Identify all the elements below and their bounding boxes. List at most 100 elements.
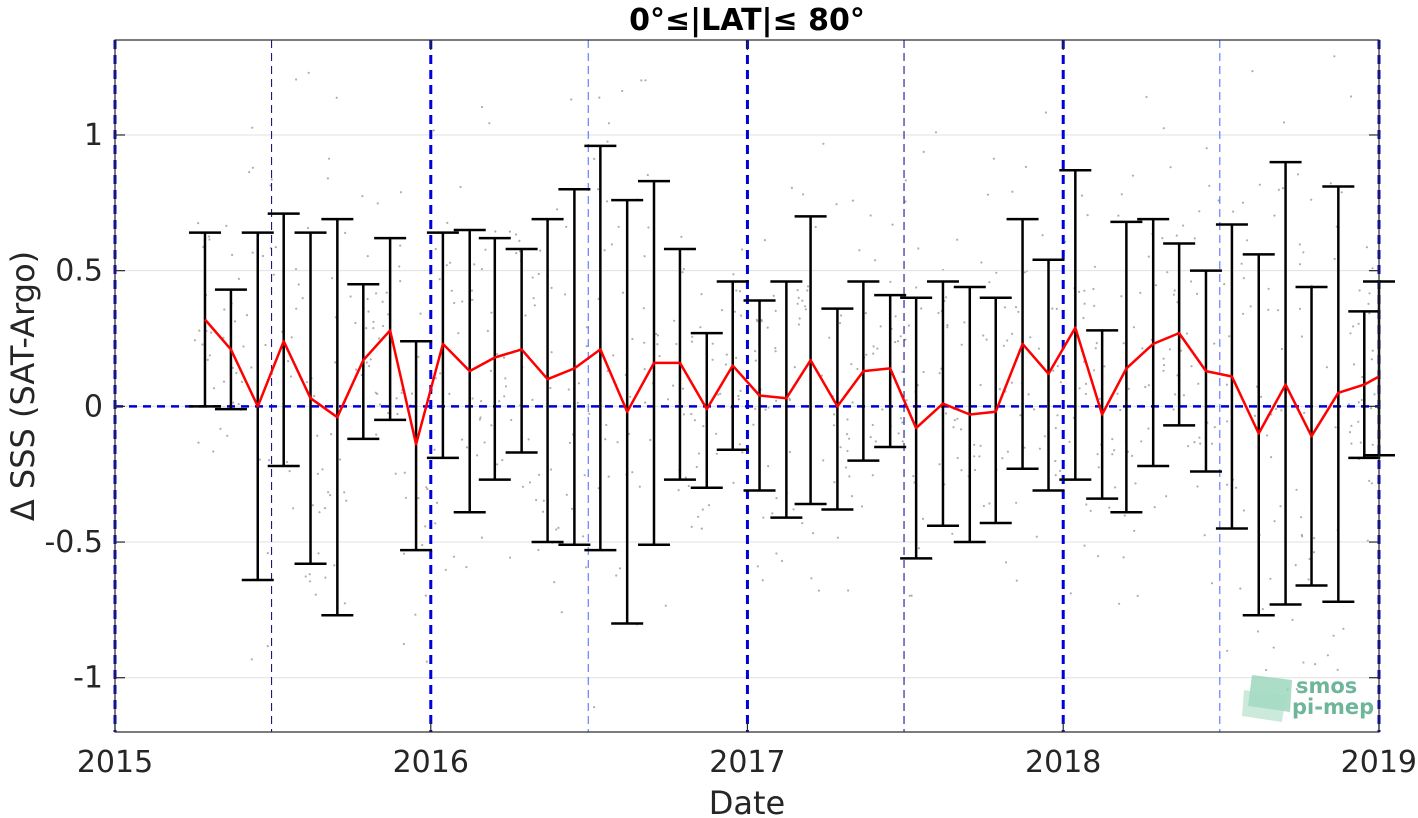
scatter-point xyxy=(700,293,703,296)
scatter-point xyxy=(266,645,269,648)
scatter-point xyxy=(1358,289,1361,292)
scatter-point xyxy=(1223,283,1226,286)
scatter-point xyxy=(1162,369,1165,372)
scatter-point xyxy=(735,356,738,359)
scatter-point xyxy=(577,382,581,385)
scatter-point xyxy=(771,512,774,515)
scatter-point xyxy=(1294,564,1297,567)
scatter-point xyxy=(874,259,877,262)
scatter-point xyxy=(774,347,777,350)
scatter-point xyxy=(681,387,685,390)
scatter-point xyxy=(1001,457,1004,460)
scatter-point xyxy=(655,332,658,336)
logo-line-2: pi-mep xyxy=(1292,695,1374,719)
scatter-point xyxy=(1360,398,1363,402)
scatter-point xyxy=(1325,366,1328,369)
scatter-point xyxy=(434,522,437,525)
error-bar xyxy=(267,212,300,468)
scatter-point xyxy=(691,335,694,338)
scatter-point xyxy=(1059,469,1062,472)
scatter-point xyxy=(850,495,854,498)
scatter-point xyxy=(615,574,618,577)
scatter-point xyxy=(986,193,990,196)
scatter-point xyxy=(541,510,545,513)
scatter-point xyxy=(394,472,397,475)
scatter-point xyxy=(1190,280,1193,283)
scatter-point xyxy=(518,239,521,242)
scatter-point xyxy=(901,440,904,443)
scatter-point xyxy=(1210,582,1214,585)
scatter-point xyxy=(917,547,921,550)
scatter-point xyxy=(838,322,842,325)
scatter-point xyxy=(797,323,801,326)
error-bar xyxy=(374,236,407,422)
scatter-point xyxy=(1187,445,1190,448)
scatter-point xyxy=(1080,194,1084,197)
scatter-point xyxy=(1097,555,1100,558)
scatter-point xyxy=(810,577,813,580)
scatter-point xyxy=(1266,434,1269,437)
scatter-point xyxy=(1256,630,1260,633)
scatter-point xyxy=(567,388,570,391)
scatter-point xyxy=(1029,336,1032,339)
scatter-point xyxy=(946,326,949,329)
scatter-point xyxy=(399,244,402,247)
scatter-point xyxy=(1357,401,1360,404)
scatter-point xyxy=(1340,191,1343,194)
y-axis-label: Δ SSS (SAT-Argo) xyxy=(4,251,42,521)
scatter-point xyxy=(1153,506,1156,509)
scatter-point xyxy=(640,79,643,82)
scatter-point xyxy=(585,566,588,569)
scatter-point xyxy=(904,338,907,341)
scatter-point xyxy=(387,313,390,316)
scatter-point xyxy=(369,358,372,361)
scatter-point xyxy=(871,423,874,427)
x-tick-label: 2017 xyxy=(709,745,785,780)
scatter-point xyxy=(869,436,872,439)
scatter-point xyxy=(605,423,608,427)
scatter-point xyxy=(737,398,740,401)
scatter-point xyxy=(922,150,925,153)
scatter-point xyxy=(404,496,408,499)
scatter-point xyxy=(1198,210,1201,213)
scatter-point xyxy=(1038,447,1041,450)
scatter-point xyxy=(995,271,998,274)
scatter-point xyxy=(250,366,253,369)
scatter-point xyxy=(973,443,976,446)
scatter-point xyxy=(1208,184,1211,187)
scatter-point xyxy=(576,401,579,404)
scatter-point xyxy=(656,343,659,346)
scatter-point xyxy=(498,400,501,403)
scatter-point xyxy=(904,179,907,182)
scatter-point xyxy=(793,366,796,369)
scatter-point xyxy=(402,642,405,646)
scatter-point xyxy=(480,536,483,539)
scatter-point xyxy=(597,188,600,191)
scatter-point xyxy=(1235,486,1238,489)
scatter-point xyxy=(1298,243,1301,246)
scatter-point xyxy=(528,481,532,484)
scatter-point xyxy=(208,354,211,357)
scatter-point xyxy=(212,387,216,390)
scatter-point xyxy=(560,611,563,614)
scatter-point xyxy=(790,186,794,189)
chart-title: 0°≤|LAT|≤ 80° xyxy=(629,3,865,38)
scatter-point xyxy=(486,329,489,332)
scatter-point xyxy=(992,157,996,160)
scatter-point xyxy=(629,395,632,398)
scatter-point xyxy=(1096,453,1099,456)
scatter-point xyxy=(767,406,770,409)
scatter-point xyxy=(212,450,215,453)
scatter-point xyxy=(711,342,714,345)
scatter-point xyxy=(460,438,464,441)
scatter-point xyxy=(643,341,646,344)
scatter-point xyxy=(372,320,375,323)
scatter-point xyxy=(439,372,442,375)
scatter-point xyxy=(1296,173,1300,176)
scatter-point xyxy=(812,532,815,535)
scatter-point xyxy=(1055,307,1058,310)
scatter-point xyxy=(1035,535,1038,538)
scatter-point xyxy=(269,184,272,187)
scatter-point xyxy=(1279,505,1282,508)
scatter-point xyxy=(565,225,568,228)
